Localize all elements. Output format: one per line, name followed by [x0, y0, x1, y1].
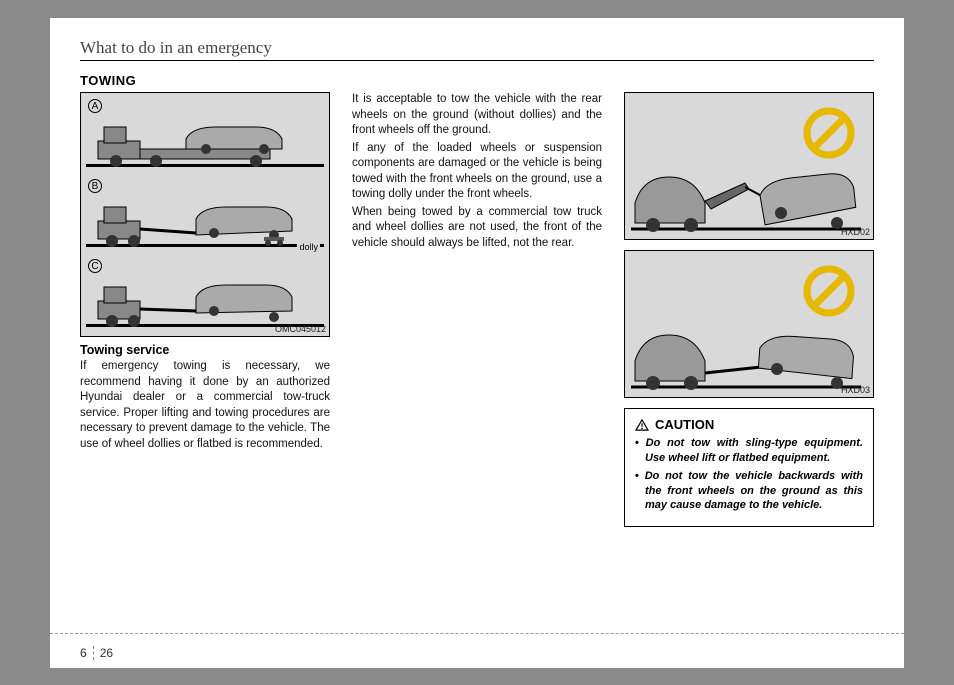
content-columns: A: [80, 92, 874, 527]
page-number: 6 26: [80, 646, 113, 660]
column-3: HXD02: [624, 92, 874, 527]
figure-panel-b: B: [86, 177, 324, 251]
caution-box: CAUTION Do not tow with sling-type equip…: [624, 408, 874, 527]
prohibit-icon: [803, 265, 855, 317]
warning-triangle-icon: [635, 419, 649, 431]
figure-prohibit-sling: HXD02: [624, 92, 874, 240]
col2-para-1: It is acceptable to tow the vehicle with…: [352, 92, 602, 139]
figure-towing-methods: A: [80, 92, 330, 337]
caution-heading: CAUTION: [635, 417, 863, 432]
figure-prohibit-backwards: HXD03: [624, 250, 874, 398]
manual-page: What to do in an emergency TOWING A: [50, 18, 904, 668]
prohibit-icon: [803, 107, 855, 159]
col2-para-3: When being towed by a commercial tow tru…: [352, 205, 602, 252]
footer-divider: [50, 633, 904, 634]
column-1: A: [80, 92, 330, 527]
towing-service-body: If emergency towing is necessary, we rec…: [80, 359, 330, 452]
figure-code-r2: HXD03: [841, 385, 870, 395]
wheel-lift-dolly-icon: [96, 189, 316, 247]
caution-heading-text: CAUTION: [655, 417, 714, 432]
caution-item: Do not tow with sling-type equipment. Us…: [635, 436, 863, 466]
column-2: It is acceptable to tow the vehicle with…: [352, 92, 602, 527]
figure-code-left: OMC045012: [275, 324, 326, 334]
col2-para-2: If any of the loaded wheels or suspensio…: [352, 141, 602, 203]
caution-list: Do not tow with sling-type equipment. Us…: [635, 436, 863, 513]
chapter-header: What to do in an emergency: [80, 38, 874, 61]
section-title: TOWING: [80, 73, 874, 88]
wheel-lift-icon: [96, 269, 316, 327]
caution-item: Do not tow the vehicle backwards with th…: [635, 469, 863, 514]
figure-code-r1: HXD02: [841, 227, 870, 237]
figure-panel-c: C: [86, 257, 324, 331]
figure-panel-a: A: [86, 97, 324, 171]
chapter-number: 6: [80, 646, 94, 660]
dolly-label: dolly: [297, 242, 320, 252]
page-index: 26: [100, 646, 113, 660]
towing-service-heading: Towing service: [80, 343, 330, 357]
flatbed-truck-icon: [96, 109, 316, 167]
